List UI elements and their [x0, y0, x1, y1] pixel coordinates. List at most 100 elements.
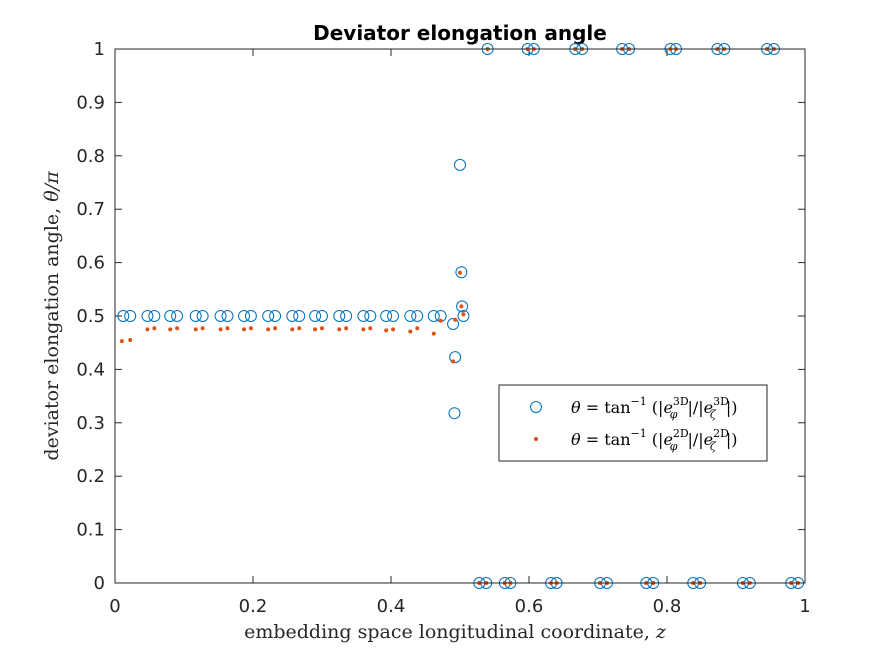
- data-point-2d: [438, 318, 443, 323]
- y-axis-label-symbol: θ/π: [41, 171, 63, 202]
- data-point-3d: [456, 300, 469, 313]
- data-point-3d: [293, 310, 306, 322]
- data-point-3d: [448, 407, 461, 420]
- plot-area: [115, 49, 805, 583]
- x-tick-label: 0.8: [653, 596, 682, 617]
- data-point-3d: [380, 310, 393, 322]
- data-point-3d: [141, 310, 154, 322]
- data-point-3d: [454, 158, 466, 171]
- y-tick-label: 0.1: [76, 520, 105, 541]
- data-point-2d: [273, 326, 278, 331]
- data-point-3d: [427, 310, 440, 322]
- data-point-3d: [286, 310, 299, 322]
- data-point-2d: [431, 331, 436, 336]
- data-point-2d: [453, 317, 458, 322]
- data-point-3d: [357, 310, 370, 322]
- legend-marker-3d: [530, 401, 542, 413]
- data-point-2d: [218, 327, 223, 332]
- y-tick-label: 0.6: [76, 253, 105, 274]
- data-point-3d: [455, 266, 468, 279]
- data-point-2d: [337, 327, 342, 332]
- data-point-3d: [262, 310, 275, 322]
- data-point-3d: [221, 310, 234, 322]
- data-point-3d: [364, 310, 377, 322]
- data-point-2d: [128, 338, 133, 343]
- y-tick-label: 0.2: [76, 466, 105, 487]
- x-axis-label: embedding space longitudinal coordinate,…: [244, 621, 667, 643]
- data-point-2d: [297, 326, 302, 331]
- data-point-3d: [447, 318, 460, 331]
- data-point-2d: [391, 327, 396, 332]
- data-point-2d: [408, 329, 413, 334]
- data-point-3d: [457, 310, 470, 322]
- data-point-3d: [333, 310, 346, 322]
- data-point-3d: [411, 310, 424, 322]
- data-point-2d: [248, 326, 253, 331]
- data-point-3d: [316, 310, 328, 322]
- data-point-2d: [461, 312, 466, 317]
- y-tick-label: 0.5: [76, 306, 105, 327]
- data-point-2d: [193, 327, 198, 332]
- data-point-2d: [266, 327, 271, 332]
- legend: θ = tan−1 (|e3D φ |/|e3D ζ |) θ = tan−1 (|e2…: [498, 384, 768, 462]
- data-point-2d: [152, 326, 157, 331]
- x-tick-label: 0.2: [239, 596, 268, 617]
- data-point-2d: [320, 326, 324, 331]
- y-tick-label: 0.3: [76, 413, 105, 434]
- data-point-2d: [368, 326, 373, 331]
- data-point-2d: [290, 327, 295, 332]
- data-point-3d: [214, 310, 227, 322]
- data-point-2d: [175, 326, 180, 331]
- y-tick-label: 1: [94, 39, 105, 60]
- data-point-3d: [124, 310, 137, 322]
- y-axis-label: deviator elongation angle, θ/π: [41, 171, 63, 461]
- data-point-3d: [196, 310, 209, 322]
- plot-box: [114, 48, 806, 584]
- data-point-2d: [344, 326, 349, 331]
- data-point-3d: [404, 310, 417, 322]
- data-point-3d: [340, 310, 353, 322]
- chart-title: Deviator elongation angle: [313, 21, 607, 45]
- data-point-3d: [387, 310, 400, 322]
- y-tick-label: 0.9: [76, 92, 105, 113]
- data-point-2d: [242, 327, 247, 332]
- data-point-2d: [361, 327, 366, 332]
- data-point-2d: [145, 327, 150, 332]
- data-point-2d: [458, 270, 462, 275]
- x-tick-label: 0.4: [377, 596, 406, 617]
- legend-entry-3d: θ = tan−1 (|e3D φ |/|e3D ζ |): [571, 395, 738, 421]
- data-point-2d: [225, 326, 230, 331]
- y-axis-label-text: deviator elongation angle,: [41, 202, 63, 461]
- data-point-3d: [309, 310, 322, 322]
- data-point-3d: [449, 351, 462, 364]
- legend-box: [498, 384, 768, 462]
- data-point-2d: [168, 327, 173, 332]
- data-point-3d: [117, 310, 130, 322]
- data-point-2d: [200, 326, 205, 331]
- data-point-3d: [269, 310, 282, 322]
- x-tick-label: 0: [109, 596, 120, 617]
- data-point-2d: [415, 326, 420, 331]
- y-tick-label: 0.4: [76, 359, 105, 380]
- x-axis-label-symbol: z: [655, 621, 667, 643]
- data-point-3d: [164, 310, 177, 322]
- data-point-2d: [384, 328, 389, 333]
- data-point-3d: [238, 310, 251, 322]
- data-point-2d: [451, 359, 456, 364]
- data-point-3d: [148, 310, 161, 322]
- legend-marker-2d: [534, 437, 538, 441]
- x-axis-label-text: embedding space longitudinal coordinate,: [244, 621, 656, 643]
- data-point-3d: [171, 310, 184, 322]
- x-tick-label: 1: [799, 596, 810, 617]
- x-tick-label: 0.6: [515, 596, 544, 617]
- data-point-2d: [119, 339, 124, 344]
- data-point-3d: [244, 310, 257, 322]
- y-tick-label: 0.7: [76, 199, 105, 220]
- legend-entry-2d: θ = tan−1 (|e2D φ |/|e2D ζ |): [571, 427, 738, 453]
- data-point-2d: [313, 327, 318, 332]
- data-point-2d: [459, 304, 464, 309]
- data-point-3d: [189, 310, 202, 322]
- y-tick-label: 0: [94, 573, 105, 594]
- y-tick-label: 0.8: [76, 146, 105, 167]
